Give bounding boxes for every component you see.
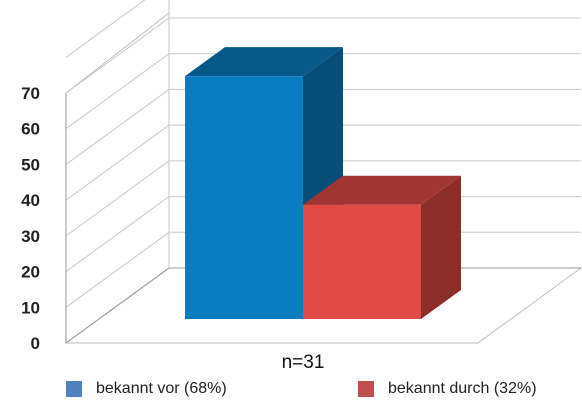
- legend-item-bekannt-durch: bekannt durch (32%): [358, 380, 537, 398]
- y-tick-label: 30: [21, 227, 40, 246]
- y-tick-label: 50: [21, 155, 40, 174]
- legend: bekannt vor (68%) bekannt durch (32%): [0, 380, 582, 404]
- y-axis-ticks: 0 10 20 30 40 50 60 70: [21, 84, 40, 353]
- y-tick-label: 60: [21, 120, 40, 139]
- legend-swatch-bekannt-vor: [66, 381, 82, 397]
- legend-item-bekannt-vor: bekannt vor (68%): [66, 380, 227, 398]
- legend-label-bekannt-vor: bekannt vor (68%): [96, 380, 227, 397]
- gridline: [65, 0, 146, 58]
- y-tick-label: 70: [21, 84, 40, 103]
- bar-chart: 0 10 20 30 40 50 60 70 n=31: [21, 0, 582, 373]
- legend-swatch-bekannt-durch: [358, 381, 374, 397]
- bar-top: [303, 175, 461, 205]
- left-wall: [65, 11, 170, 344]
- legend-label-bekannt-durch: bekannt durch (32%): [388, 380, 537, 397]
- y-tick-label: 10: [21, 298, 40, 317]
- gridlines: [65, 0, 581, 344]
- y-tick-label: 40: [21, 191, 40, 210]
- y-tick-label: 0: [31, 334, 40, 353]
- bar-front: [185, 76, 303, 320]
- bar-bekannt-durch: [303, 175, 461, 319]
- bars: [185, 47, 461, 320]
- x-axis-label: n=31: [282, 352, 325, 373]
- y-tick-label: 20: [21, 263, 40, 282]
- bar-front: [303, 204, 421, 319]
- bar-side: [421, 175, 461, 319]
- bar-top: [185, 47, 343, 77]
